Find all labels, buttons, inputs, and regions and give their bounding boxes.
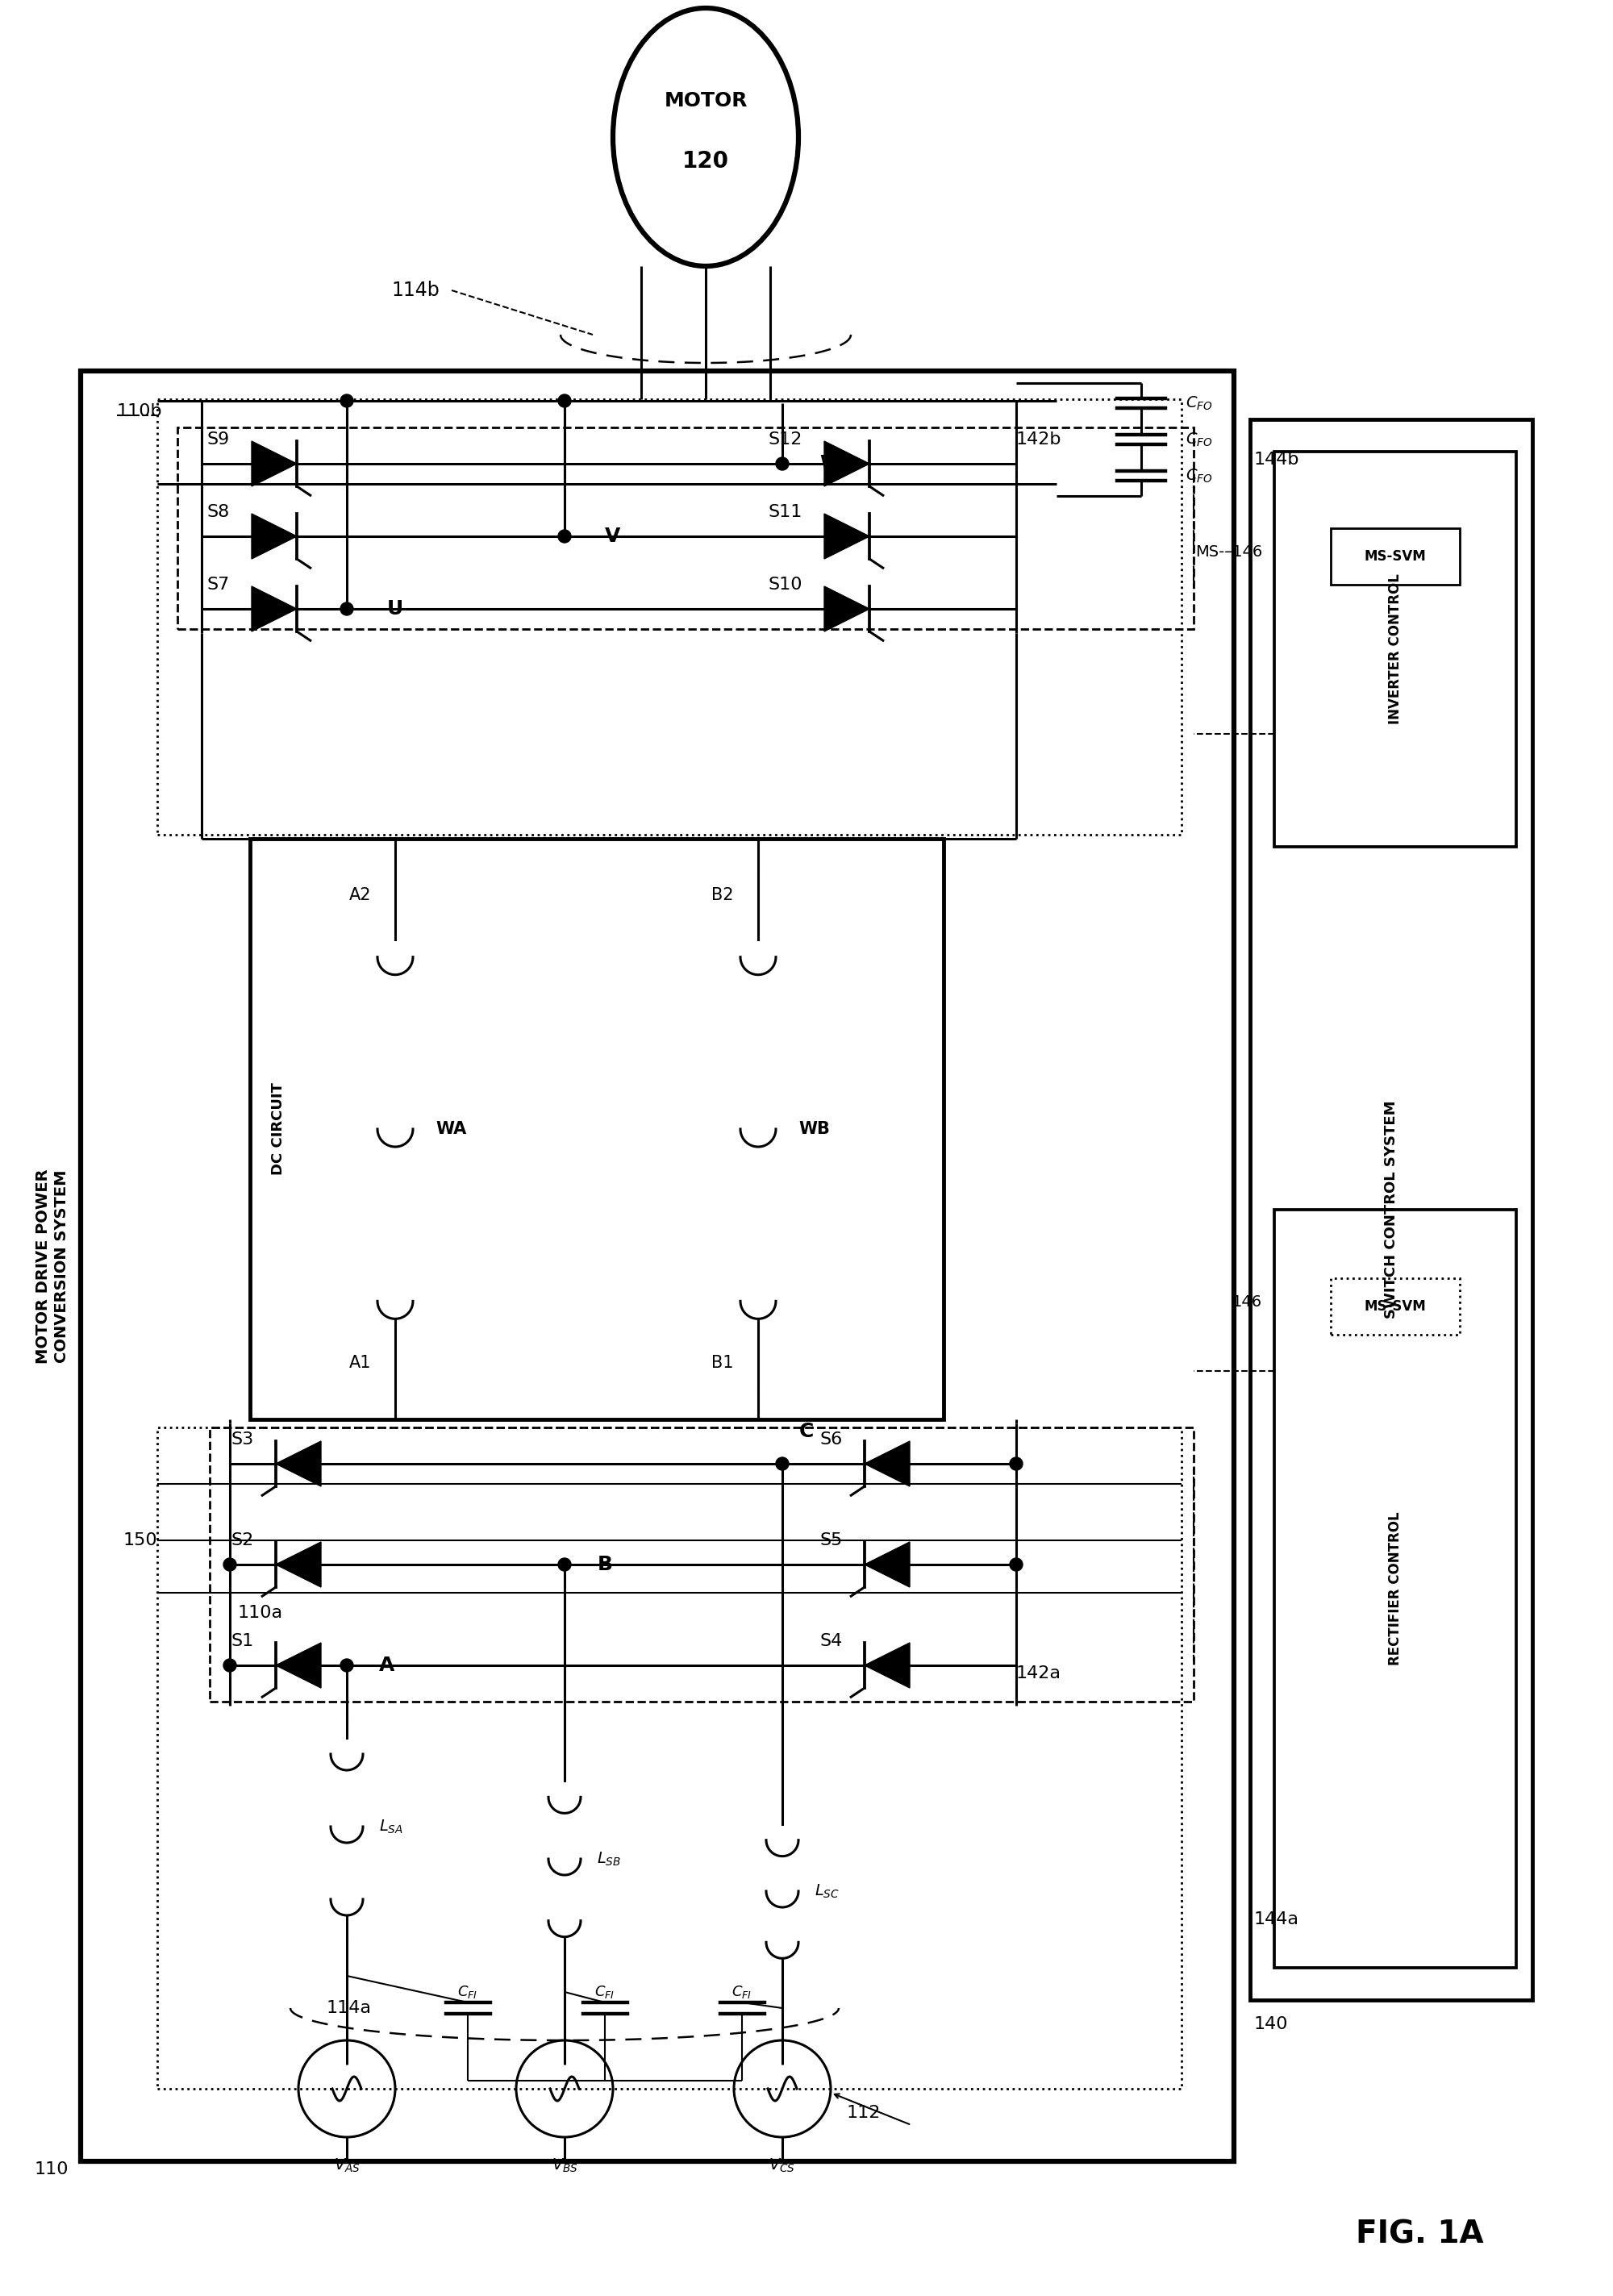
Text: $L_{SB}$: $L_{SB}$ [597, 1851, 621, 1867]
Bar [1331, 528, 1460, 585]
Text: S1: S1 [231, 1632, 255, 1649]
Text: $C_{FO}$: $C_{FO}$ [1186, 395, 1213, 411]
Text: DC CIRCUIT: DC CIRCUIT [271, 1084, 286, 1176]
Text: 146: 146 [1232, 1295, 1261, 1311]
Circle shape [340, 602, 353, 615]
Bar [1274, 1210, 1516, 1968]
Text: WA: WA [436, 1120, 466, 1137]
Text: B2: B2 [711, 886, 734, 902]
Polygon shape [865, 1642, 910, 1688]
Bar [158, 400, 1181, 836]
Circle shape [223, 1660, 235, 1671]
Text: 140: 140 [1255, 2016, 1289, 2032]
Text: U: U [387, 599, 403, 618]
Text: RECTIFIER CONTROL: RECTIFIER CONTROL [1387, 1511, 1403, 1665]
Text: A2: A2 [348, 886, 371, 902]
Text: 120: 120 [682, 149, 729, 172]
Text: A1: A1 [348, 1355, 371, 1371]
Text: 110: 110 [34, 2161, 68, 2177]
Text: A: A [379, 1655, 395, 1676]
Text: 144b: 144b [1255, 452, 1300, 468]
Circle shape [776, 457, 789, 471]
Text: B: B [597, 1554, 613, 1575]
Circle shape [558, 530, 571, 542]
Bar [1331, 1279, 1460, 1334]
Polygon shape [865, 1442, 910, 1486]
Text: FIG. 1A: FIG. 1A [1355, 2218, 1484, 2250]
Circle shape [558, 1559, 571, 1570]
Text: 112: 112 [847, 2105, 881, 2122]
Text: W: W [819, 455, 842, 473]
Text: 110a: 110a [239, 1605, 284, 1621]
Text: $L_{SC}$: $L_{SC}$ [815, 1883, 839, 1899]
Text: SWITCH CONTROL SYSTEM: SWITCH CONTROL SYSTEM [1384, 1100, 1398, 1318]
Polygon shape [276, 1442, 321, 1486]
Polygon shape [252, 441, 297, 487]
Text: MS-SVM: MS-SVM [1365, 549, 1426, 565]
Circle shape [1010, 1559, 1023, 1570]
Circle shape [223, 1559, 235, 1570]
Text: MOTOR DRIVE POWER
CONVERSION SYSTEM: MOTOR DRIVE POWER CONVERSION SYSTEM [35, 1169, 69, 1364]
Text: S3: S3 [231, 1430, 255, 1446]
Text: S12: S12 [768, 432, 803, 448]
Text: S11: S11 [768, 505, 803, 521]
Text: 144a: 144a [1255, 1910, 1300, 1926]
Circle shape [1010, 1458, 1023, 1469]
Text: S10: S10 [768, 576, 803, 592]
Text: $C_{FO}$: $C_{FO}$ [1186, 466, 1213, 484]
Bar [177, 427, 1194, 629]
Text: $C_{FI}$: $C_{FI}$ [458, 1984, 477, 2000]
Text: C: C [798, 1421, 815, 1442]
Bar [1274, 452, 1516, 847]
Circle shape [340, 1660, 353, 1671]
Text: 150: 150 [123, 1531, 158, 1548]
Text: S5: S5 [819, 1531, 842, 1548]
Polygon shape [276, 1543, 321, 1587]
Text: $C_{FI}$: $C_{FI}$ [595, 1984, 615, 2000]
Text: S2: S2 [231, 1531, 255, 1548]
Text: V: V [605, 526, 621, 546]
Text: 114a: 114a [326, 2000, 371, 2016]
Polygon shape [252, 585, 297, 631]
Polygon shape [824, 441, 869, 487]
Circle shape [340, 395, 353, 406]
Text: 142a: 142a [1016, 1665, 1061, 1681]
Text: INVERTER CONTROL: INVERTER CONTROL [1387, 574, 1403, 726]
Polygon shape [824, 514, 869, 558]
Bar [81, 372, 1234, 2161]
Bar [158, 1428, 1181, 2089]
Text: 142b: 142b [1016, 432, 1061, 448]
Polygon shape [824, 585, 869, 631]
Polygon shape [276, 1642, 321, 1688]
Text: $V_{BS}$: $V_{BS}$ [552, 2158, 577, 2174]
Circle shape [558, 395, 571, 406]
Polygon shape [865, 1543, 910, 1587]
Polygon shape [252, 514, 297, 558]
Text: $C_{FI}$: $C_{FI}$ [732, 1984, 752, 2000]
Text: S4: S4 [819, 1632, 842, 1649]
Text: S7: S7 [206, 576, 231, 592]
Bar [1250, 420, 1532, 2000]
Text: $C_{FO}$: $C_{FO}$ [1186, 432, 1213, 448]
Text: S8: S8 [206, 505, 231, 521]
Text: 114b: 114b [392, 280, 439, 301]
Text: $V_{AS}$: $V_{AS}$ [334, 2158, 360, 2174]
Text: 110b: 110b [116, 404, 163, 420]
Bar [250, 838, 944, 1419]
Text: $L_{SA}$: $L_{SA}$ [379, 1818, 403, 1835]
Text: MS-SVM: MS-SVM [1365, 1300, 1426, 1313]
Text: S9: S9 [206, 432, 231, 448]
Text: MS-–146: MS-–146 [1195, 544, 1261, 560]
Bar [210, 1428, 1194, 1701]
Text: S6: S6 [819, 1430, 842, 1446]
Text: $V_{CS}$: $V_{CS}$ [769, 2158, 795, 2174]
Text: WB: WB [798, 1120, 829, 1137]
Text: B1: B1 [711, 1355, 734, 1371]
Text: MOTOR: MOTOR [665, 92, 747, 110]
Circle shape [776, 1458, 789, 1469]
